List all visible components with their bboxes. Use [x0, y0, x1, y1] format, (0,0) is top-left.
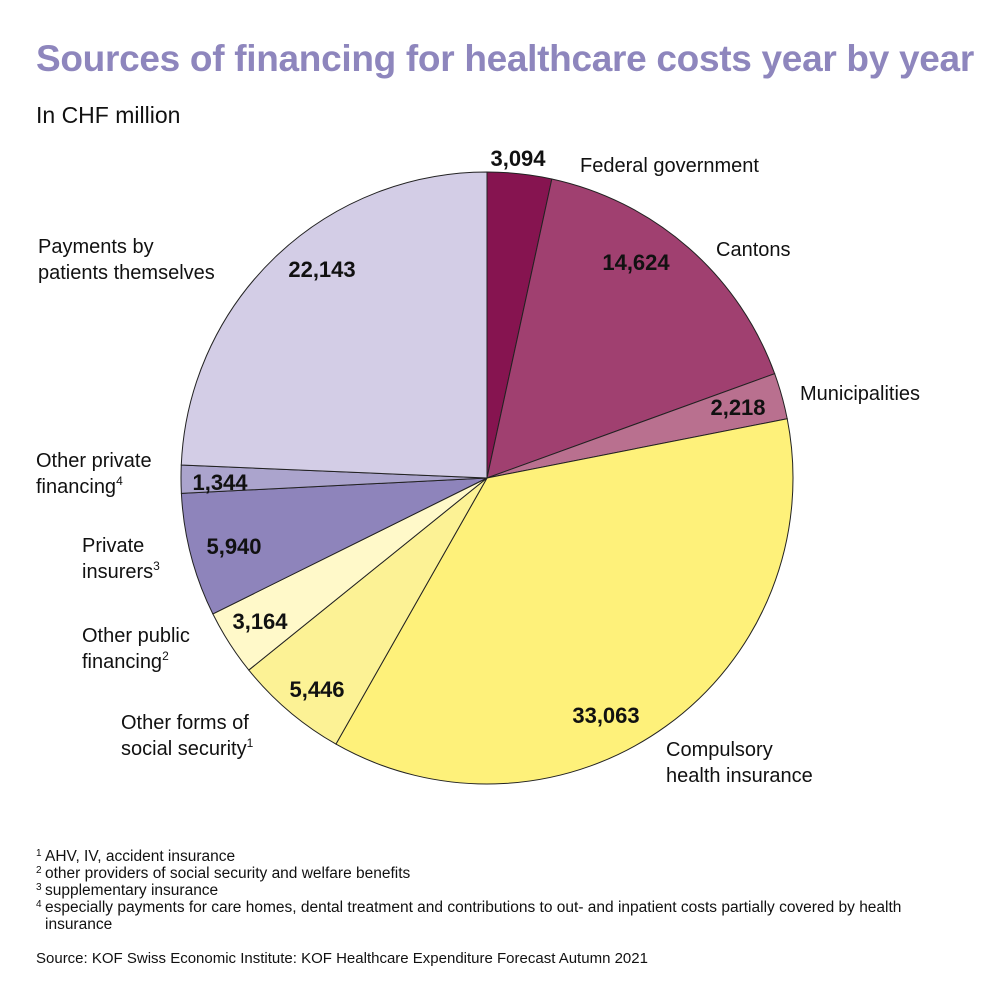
- slice-value-label: 3,094: [490, 146, 546, 171]
- slice-category-label: Federal government: [580, 155, 759, 177]
- pie-value-labels: 3,094 14,624 2,218 33,063 5,446 3,164 5,940 1,3…: [192, 146, 765, 728]
- footnote-text: AHV, IV, accident insurance: [45, 848, 236, 865]
- footnote-4: 4 especially payments for care homes, den…: [36, 899, 956, 933]
- footnote-1: 1 AHV, IV, accident insurance: [36, 848, 956, 865]
- chart-title: Sources of financing for healthcare cost…: [36, 38, 974, 79]
- pie-slice-7: [180, 477, 488, 615]
- slice-category-label: Private insurers3: [82, 535, 160, 583]
- chart-subtitle: In CHF million: [36, 102, 181, 128]
- source-note: Source: KOF Swiss Economic Institute: KO…: [36, 950, 648, 967]
- footnotes: 1 AHV, IV, accident insurance 2 other prov…: [36, 848, 956, 933]
- slice-category-label: Cantons: [716, 239, 791, 261]
- slice-value-label: 22,143: [288, 257, 355, 282]
- slice-value-label: 14,624: [602, 250, 670, 275]
- slice-category-label: Other forms of social security1: [121, 712, 254, 760]
- footnote-text: supplementary insurance: [45, 882, 219, 899]
- footnote-mark: 2: [36, 865, 42, 876]
- pie-slice-2: [486, 178, 776, 479]
- footnote-mark: 4: [36, 899, 42, 910]
- footnote-text: especially payments for care homes, dent…: [45, 899, 902, 933]
- slice-value-label: 2,218: [710, 395, 765, 420]
- pie-slices: [180, 171, 794, 785]
- slice-category-label: Other private financing4: [36, 450, 152, 498]
- slice-value-label: 1,344: [192, 470, 248, 495]
- footnote-3: 3 supplementary insurance: [36, 882, 956, 899]
- slice-category-label: Payments by patients themselves: [38, 236, 215, 284]
- footnote-mark: 1: [36, 848, 42, 859]
- slice-category-label: Other public financing2: [82, 625, 190, 673]
- footnote-text: other providers of social security and w…: [45, 865, 411, 882]
- slice-category-label: Municipalities: [800, 383, 920, 405]
- footnote-mark: 3: [36, 882, 42, 893]
- pie-slice-4: [335, 418, 794, 785]
- slice-category-label: Compulsory health insurance: [666, 739, 813, 787]
- slice-value-label: 33,063: [572, 703, 639, 728]
- pie-slice-9: [180, 171, 488, 479]
- slice-value-label: 5,446: [289, 677, 344, 702]
- footnote-2: 2 other providers of social security and …: [36, 865, 956, 882]
- pie-category-labels: Federal government Cantons Municipalities C…: [36, 155, 920, 787]
- slice-value-label: 3,164: [232, 609, 288, 634]
- slice-value-label: 5,940: [206, 534, 261, 559]
